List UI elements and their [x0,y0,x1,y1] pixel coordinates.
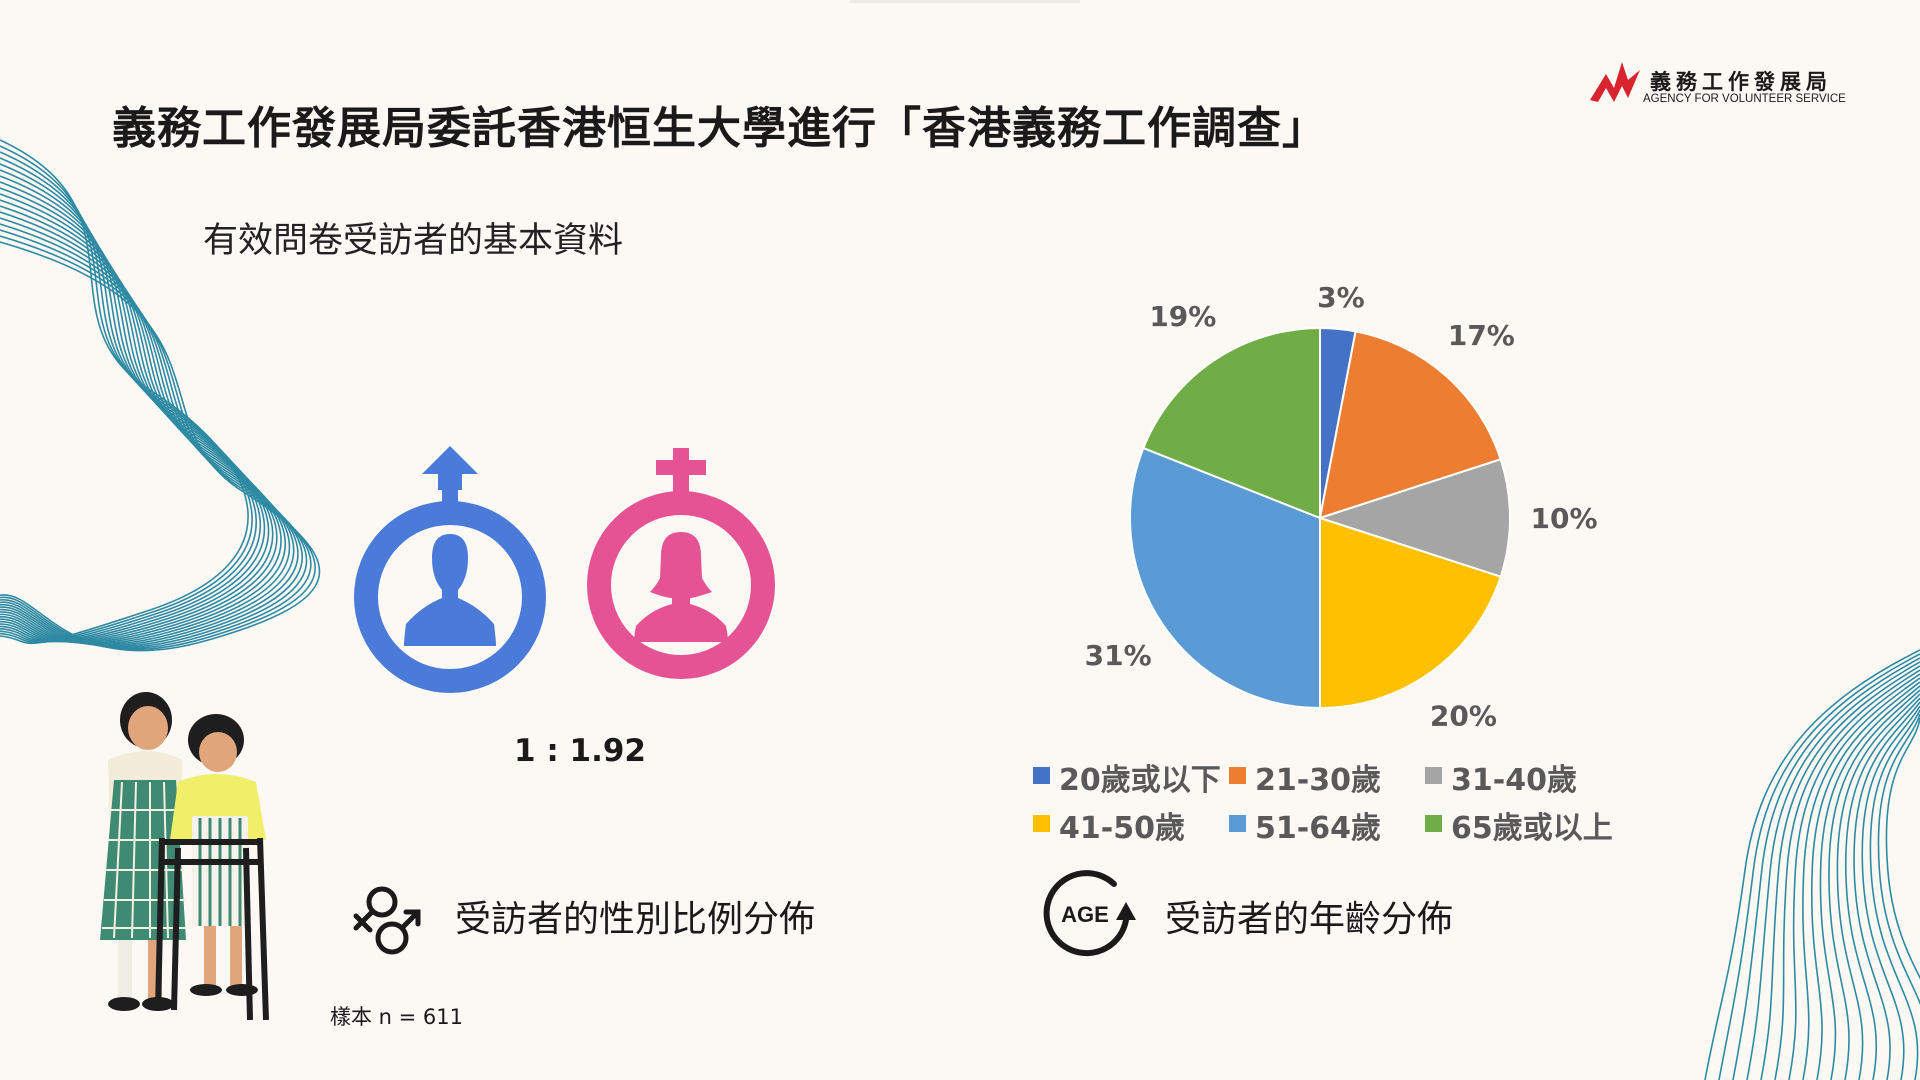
legend-label: 41-50歲 [1059,811,1185,846]
top-divider [850,0,1080,3]
pie-data-label: 19% [1149,300,1216,333]
wave-line-right [1836,693,1920,1080]
gender-ratio: 1 : 1.92 [513,733,647,769]
age-caption: 受訪者的年齡分佈 [1165,899,1454,940]
wave-line-right [1810,681,1920,1080]
sample-size: 樣本 n = 611 [330,1005,464,1029]
wave-line-right [1718,653,1920,1080]
agency-logo: 義務工作發展局 AGENCY FOR VOLUNTEER SERVICE [1588,58,1846,110]
age-pie-chart: 3% 17% 10% 20% 31% 19% [1085,281,1598,732]
wave-line-right [1853,701,1920,1080]
wave-line-left [0,223,308,649]
pie-slice [1142,326,1321,520]
wave-line-right [1844,697,1920,1080]
legend-label: 21-30歲 [1255,763,1381,798]
legend-label: 31-40歲 [1451,763,1577,798]
carer-elderly-illustration [100,692,269,1021]
logo-name-zh: 義務工作發展局 [1650,70,1832,94]
wave-line-right [1877,713,1920,1006]
wave-line-left [0,229,312,650]
legend-swatch [1229,815,1246,832]
wave-line-right [1885,717,1920,980]
legend-label: 65歲或以上 [1451,811,1613,846]
wave-line-right [1819,685,1920,1080]
gender-icon [353,886,421,955]
female-symbol [587,448,775,679]
wave-line-right [1788,673,1920,1080]
wave-line-left [0,217,304,648]
age-icon: AGE [1043,870,1136,957]
pie-data-label: 17% [1448,319,1515,352]
wave-line-left [0,205,295,646]
legend-swatch [1425,815,1442,832]
section-subtitle: 有效問卷受訪者的基本資料 [203,221,624,261]
legend-swatch [1229,767,1246,784]
wave-line-right [1828,689,1920,1080]
pie-slice [1319,516,1502,710]
wave-line-right [1774,669,1920,1080]
gender-symbols [354,446,775,693]
wave-line-right [1746,661,1920,1080]
pie-data-label: 31% [1085,639,1152,672]
male-person-icon [404,534,496,646]
wave-line-right [1760,665,1920,1080]
logo-name-en: AGENCY FOR VOLUNTEER SERVICE [1643,93,1846,105]
wave-line-right [1802,677,1920,1080]
pie-data-label: 3% [1317,281,1365,314]
legend-swatch [1425,767,1442,784]
age-icon-text: AGE [1061,902,1109,927]
page-title: 義務工作發展局委託香港恒生大學進行「香港義務工作調查」 [112,103,1327,154]
wave-line-right [1861,705,1920,1080]
pie-data-label: 20% [1430,699,1497,732]
chart-legend: 20歲或以下 21-30歲 31-40歲 41-50歲 51-64歲 65歲或以上 [1033,755,1633,855]
gender-caption: 受訪者的性別比例分佈 [455,899,816,940]
legend-label: 20歲或以下 [1059,763,1221,798]
pie-slice [1318,330,1502,520]
legend-swatch [1033,767,1050,784]
wave-line-right [1732,657,1920,1080]
legend-label: 51-64歲 [1255,811,1381,846]
female-person-icon [634,532,728,642]
pie-slice [1316,458,1511,578]
wave-line-right [1869,709,1920,1080]
wave-line-right [1704,649,1920,1080]
agency-logo-mark [1590,62,1640,102]
wave-line-left [0,241,321,652]
legend-swatch [1033,815,1050,832]
carer-figure [100,692,186,1011]
walker-frame [155,837,269,1021]
wave-line-left [0,211,299,647]
pie-data-label: 10% [1530,502,1597,535]
pie-slice [1129,446,1321,710]
male-symbol [354,446,546,693]
elderly-figure [170,714,266,996]
